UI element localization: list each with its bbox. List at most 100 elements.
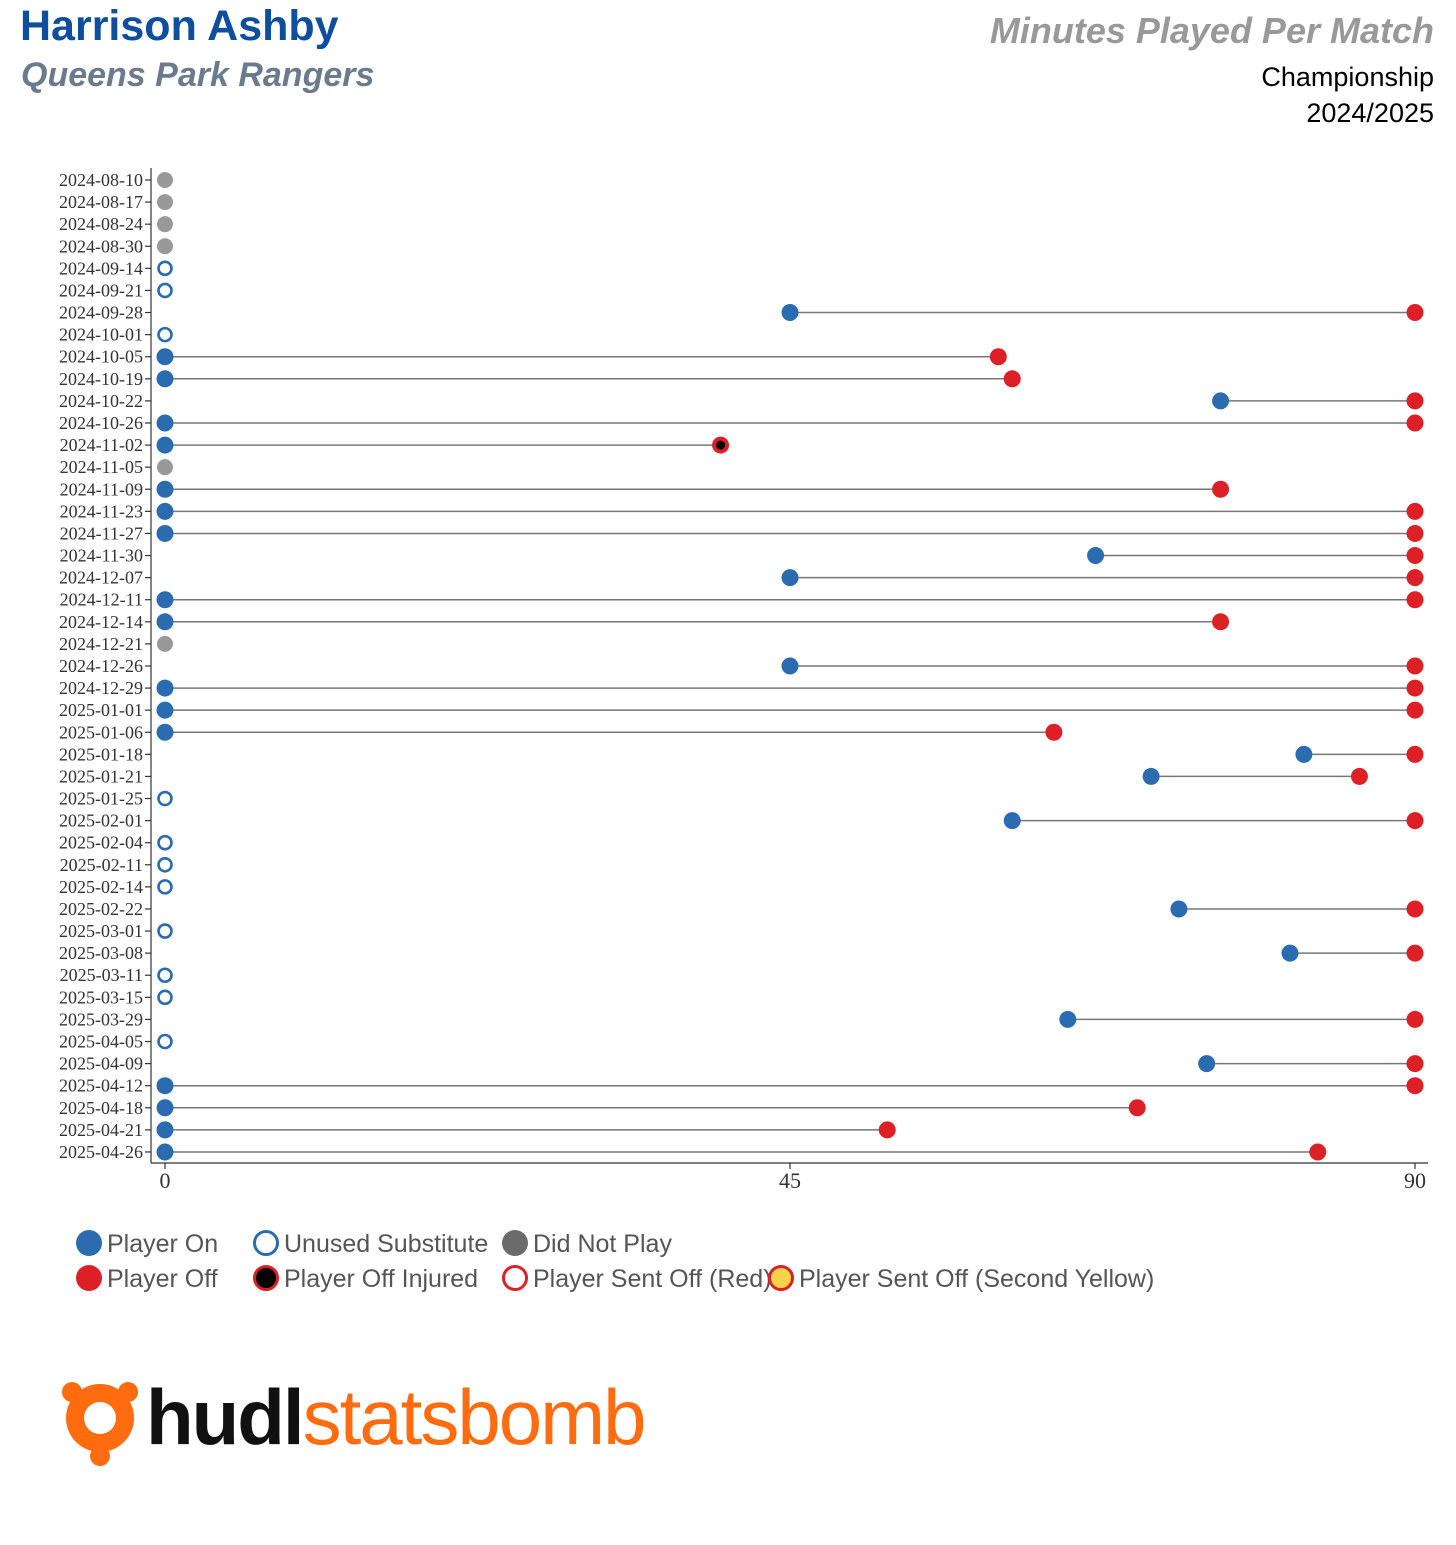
injured-center-dot	[716, 440, 726, 450]
player-on-marker	[156, 679, 174, 697]
match-row	[157, 989, 173, 1006]
match-row	[1087, 547, 1424, 565]
player-on-marker	[156, 1099, 174, 1117]
y-tick-label: 2025-02-11	[60, 855, 143, 875]
unused-substitute-marker	[157, 1033, 173, 1050]
unused-substitute-marker	[157, 856, 173, 873]
player-on-marker	[1059, 1010, 1077, 1028]
player-off-marker	[1406, 745, 1424, 763]
player-on-marker	[156, 370, 174, 388]
player-on-marker	[1087, 547, 1105, 565]
match-row	[157, 238, 173, 255]
match-row	[1212, 392, 1424, 410]
match-row	[156, 1099, 1146, 1117]
match-row	[1003, 812, 1424, 830]
match-row	[157, 194, 173, 211]
legend-item-player-sent-off-second-yellow: Player Sent Off (Second Yellow)	[768, 1265, 1154, 1293]
y-tick-label: 2025-01-01	[59, 700, 143, 720]
player-on-marker	[1142, 767, 1160, 785]
legend-label-player-on: Player On	[107, 1230, 218, 1258]
match-row	[156, 502, 1424, 520]
player-off-marker	[1406, 502, 1424, 520]
player-off-marker	[1406, 547, 1424, 565]
y-tick-label: 2024-12-21	[59, 634, 143, 654]
legend-swatch-player-sent-off-red	[502, 1265, 528, 1291]
player-on-marker	[781, 304, 799, 322]
did-not-play-marker	[157, 459, 173, 476]
logo-mark-icon	[62, 1382, 138, 1466]
y-tick-label: 2025-04-18	[59, 1098, 143, 1118]
match-row	[1295, 745, 1424, 763]
y-tick-label: 2024-09-28	[59, 303, 143, 323]
match-row	[781, 304, 1424, 322]
y-tick-label: 2025-02-01	[59, 811, 143, 831]
match-row	[156, 524, 1424, 542]
y-tick-label: 2024-10-05	[59, 347, 143, 367]
legend-swatch-player-off-injured	[253, 1265, 279, 1291]
player-off-marker	[1406, 1010, 1424, 1028]
y-tick-label: 2024-12-07	[59, 568, 143, 588]
legend-label-player-off: Player Off	[107, 1265, 218, 1293]
player-on-marker	[156, 591, 174, 609]
did-not-play-marker	[157, 172, 173, 188]
y-tick-label: 2025-03-29	[59, 1009, 143, 1029]
player-on-marker	[156, 524, 174, 542]
player-on-marker	[156, 1077, 174, 1095]
legend-item-did-not-play: Did Not Play	[502, 1230, 672, 1258]
unused-substitute-marker	[157, 260, 173, 277]
y-tick-label: 2025-03-08	[59, 943, 143, 963]
player-off-marker	[1406, 304, 1424, 322]
player-off-marker	[1406, 812, 1424, 830]
match-row	[157, 790, 173, 807]
legend-item-player-off-injured: Player Off Injured	[253, 1265, 478, 1293]
player-off-marker	[1406, 569, 1424, 587]
y-tick-label: 2024-10-19	[59, 369, 143, 389]
match-row	[157, 635, 173, 652]
player-off-marker	[1406, 701, 1424, 719]
match-row	[156, 701, 1424, 719]
legend-item-player-off: Player Off	[76, 1265, 218, 1293]
y-tick-label: 2025-02-14	[59, 877, 143, 897]
y-tick-label: 2024-08-24	[59, 214, 143, 234]
y-tick-label: 2025-03-01	[59, 921, 143, 941]
legend-label-player-sent-off-second-yellow: Player Sent Off (Second Yellow)	[799, 1265, 1154, 1293]
match-row	[156, 436, 730, 454]
legend-swatch-player-on	[76, 1230, 102, 1256]
match-row	[157, 459, 173, 476]
match-row	[157, 923, 173, 939]
legend-swatch-unused-substitute	[253, 1230, 279, 1256]
y-tick-label: 2024-10-26	[59, 413, 143, 433]
x-tick-label: 90	[1404, 1168, 1426, 1193]
player-on-marker	[1295, 745, 1313, 763]
y-tick-label: 2025-01-21	[59, 766, 143, 786]
logo-text-statsbomb: statsbomb	[303, 1373, 645, 1461]
player-off-marker	[1406, 657, 1424, 675]
match-row	[156, 480, 1230, 498]
match-row	[156, 348, 1007, 366]
player-on-marker	[156, 480, 174, 498]
legend-item-unused-substitute: Unused Substitute	[253, 1230, 488, 1258]
team-name: Queens Park Rangers	[21, 56, 375, 94]
unused-substitute-marker	[157, 326, 173, 343]
match-row	[156, 679, 1424, 697]
player-off-marker	[1406, 900, 1424, 918]
match-row	[157, 1033, 173, 1050]
player-off-marker	[1350, 767, 1368, 785]
y-tick-label: 2024-10-01	[59, 325, 143, 345]
legend-label-player-off-injured: Player Off Injured	[284, 1265, 478, 1293]
player-off-marker	[1212, 613, 1230, 631]
player-on-marker	[156, 613, 174, 631]
y-tick-label: 2024-11-02	[60, 435, 143, 455]
player-off-marker	[1045, 723, 1063, 741]
match-row	[157, 326, 173, 343]
player-on-marker	[156, 348, 174, 366]
unused-substitute-marker	[157, 879, 173, 895]
y-tick-label: 2024-08-17	[59, 192, 143, 212]
legend-label-unused-substitute: Unused Substitute	[284, 1230, 488, 1258]
y-tick-label: 2025-02-22	[59, 899, 143, 919]
match-row	[157, 172, 173, 188]
match-row	[156, 414, 1424, 432]
match-row	[157, 967, 173, 984]
y-tick-label: 2024-11-30	[60, 546, 143, 566]
did-not-play-marker	[157, 194, 173, 211]
